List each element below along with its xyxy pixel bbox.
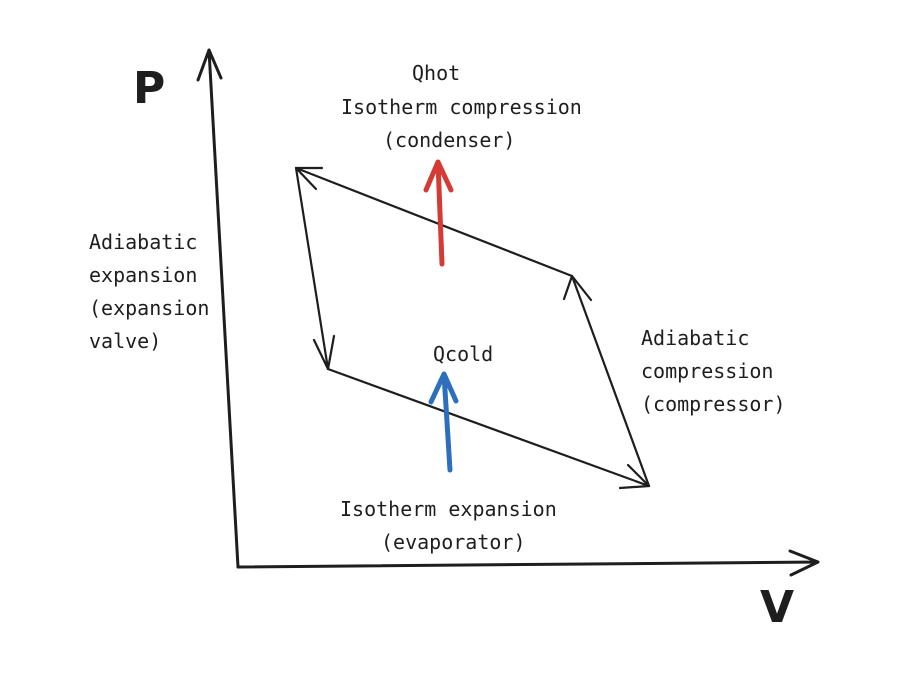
adiabatic-expansion-line1: Adiabatic [89,230,197,254]
volume-axis-label: V [760,582,794,633]
adiabatic-compression-line3: (compressor) [641,392,786,416]
expansion-valve-label-group: Adiabatic expansion (expansion valve) [89,230,209,353]
isotherm-compression-label: Isotherm compression [341,95,582,119]
evaporator-label: (evaporator) [381,530,526,554]
volume-axis [236,549,820,577]
adiabatic-expansion-line3: (expansion [89,296,209,320]
heat-in-arrow [428,371,459,473]
pressure-axis [196,48,240,569]
adiabatic-expansion-line4: valve) [89,329,161,353]
adiabatic-expansion-line [294,166,336,371]
pressure-axis-label: P [133,63,165,114]
evaporator-label-group: Isotherm expansion (evaporator) [340,497,557,554]
adiabatic-compression-line [562,274,651,488]
compressor-label-group: Adiabatic compression (compressor) [641,326,786,416]
isotherm-expansion-label: Isotherm expansion [340,497,557,521]
condenser-label: (condenser) [383,128,515,152]
qhot-label: Qhot [412,61,460,85]
isotherm-compression-line [294,166,574,278]
axes: P V [133,48,820,633]
condenser-label-group: Qhot Isotherm compression (condenser) [341,61,582,152]
isotherm-expansion-line [326,367,651,490]
adiabatic-expansion-line2: expansion [89,263,197,287]
cycle [294,166,651,490]
heat-out-arrow [423,159,454,267]
adiabatic-compression-line2: compression [641,359,773,383]
qcold-label: Qcold [433,342,493,366]
adiabatic-compression-line1: Adiabatic [641,326,749,350]
